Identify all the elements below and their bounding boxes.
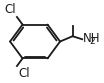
Text: Cl: Cl	[4, 3, 16, 16]
Text: 2: 2	[89, 37, 95, 46]
Text: Cl: Cl	[18, 67, 30, 80]
Text: NH: NH	[83, 32, 100, 45]
